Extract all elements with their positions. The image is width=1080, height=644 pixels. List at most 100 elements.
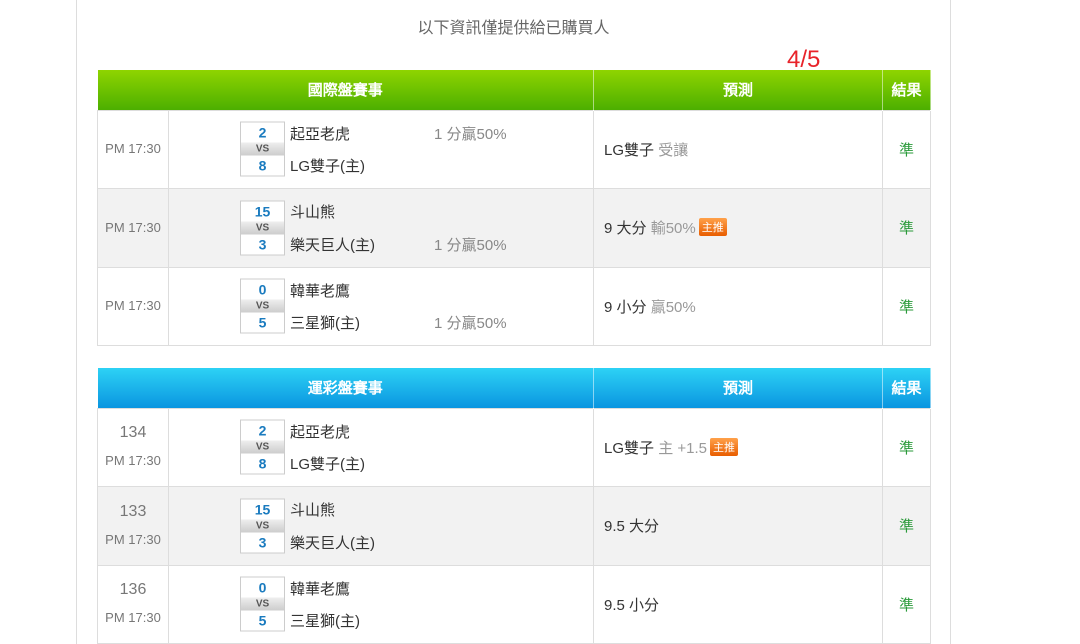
team-away: 斗山熊 xyxy=(290,502,336,519)
rating-annotation: 4/5 xyxy=(787,46,821,73)
prediction: 9.5 小分 xyxy=(604,596,660,614)
scoreboard: 15 VS 3 xyxy=(240,498,285,554)
result-cell: 準 xyxy=(882,564,932,644)
team-home: 樂天巨人(主) xyxy=(290,236,375,254)
scoreboard: 2 VS 8 xyxy=(240,121,285,177)
header-prediction: 預測 xyxy=(593,70,884,110)
prediction: 9.5 大分 xyxy=(604,518,660,536)
score-away: 15 xyxy=(254,203,271,220)
vs-label: VS xyxy=(241,221,284,235)
result-cell: 準 xyxy=(882,266,932,346)
table-row: PM 17:30 2 VS 8 起亞老虎 LG雙子(主) 1 分贏50% LG雙… xyxy=(97,109,932,189)
score-home: 8 xyxy=(258,455,267,472)
prediction: 9 大分 xyxy=(604,220,647,238)
scoreboard: 2 VS 8 xyxy=(240,419,285,475)
match-cell: 0 VS 5 韓華老鷹 三星獅(主) xyxy=(167,564,595,644)
prediction-detail: 主 +1.5 xyxy=(658,439,707,457)
time-cell: PM 17:30 xyxy=(97,188,169,268)
prediction-cell: 9 小分 贏50% xyxy=(593,266,884,346)
team-home: 三星獅(主) xyxy=(290,315,360,332)
table-row: PM 17:30 15 VS 3 斗山熊 樂天巨人(主) 1 分贏50% 9 大… xyxy=(97,188,932,268)
header-result: 結果 xyxy=(882,70,932,110)
team-away: 起亞老虎 xyxy=(290,125,351,143)
buyer-notice: 以下資訊僅提供給已購買人 xyxy=(417,20,610,37)
game-time: PM 17:30 xyxy=(105,531,161,547)
prediction-detail: 贏50% xyxy=(650,298,696,316)
featured-pick-badge: 主推 xyxy=(698,218,727,237)
time-cell: PM 17:30 xyxy=(97,109,169,189)
international-odds-table: 國際盤賽事 預測 結果 PM 17:30 2 VS 8 起亞老虎 LG雙子(主)… xyxy=(97,70,932,346)
score-away: 15 xyxy=(254,501,271,518)
prediction-cell: 9.5 大分 xyxy=(593,486,884,566)
match-cell: 0 VS 5 韓華老鷹 三星獅(主) 1 分贏50% xyxy=(167,266,595,346)
team-home: LG雙子(主) xyxy=(290,158,366,175)
game-time: PM 17:30 xyxy=(105,298,161,314)
game-time: PM 17:30 xyxy=(105,610,161,626)
game-number: 134 xyxy=(119,424,147,442)
table-row: PM 17:30 0 VS 5 韓華老鷹 三星獅(主) 1 分贏50% 9 小分… xyxy=(97,266,932,346)
handicap: 1 分贏50% xyxy=(434,125,507,143)
header-prediction: 預測 xyxy=(593,368,884,408)
game-number: 133 xyxy=(119,502,147,520)
vs-label: VS xyxy=(241,597,284,611)
score-home: 8 xyxy=(258,157,267,174)
team-home: 樂天巨人(主) xyxy=(290,534,375,552)
team-away: 起亞老虎 xyxy=(290,423,351,441)
game-number: 136 xyxy=(119,581,147,599)
vs-label: VS xyxy=(241,440,284,454)
result-cell: 準 xyxy=(882,109,932,189)
prediction-cell: LG雙子 主 +1.5 主推 xyxy=(593,407,884,487)
score-home: 3 xyxy=(258,534,267,551)
table-row: 133 PM 17:30 15 VS 3 斗山熊 樂天巨人(主) 9.5 大分 準 xyxy=(97,486,932,566)
scoreboard: 15 VS 3 xyxy=(240,200,285,256)
prediction-cell: LG雙子 受讓 xyxy=(593,109,884,189)
team-away: 韓華老鷹 xyxy=(290,282,351,300)
score-away: 0 xyxy=(258,579,267,596)
prediction-detail: 輸50% xyxy=(650,220,696,238)
table-row: 134 PM 17:30 2 VS 8 起亞老虎 LG雙子(主) LG雙子 主 +… xyxy=(97,407,932,487)
game-time: PM 17:30 xyxy=(105,219,161,235)
score-home: 5 xyxy=(258,612,267,629)
team-home: 三星獅(主) xyxy=(290,613,360,630)
result-cell: 準 xyxy=(882,188,932,268)
score-away: 2 xyxy=(258,124,267,141)
time-cell: 134 PM 17:30 xyxy=(97,407,169,487)
team-away: 韓華老鷹 xyxy=(290,580,351,598)
sports-lottery-odds-table: 運彩盤賽事 預測 結果 134 PM 17:30 2 VS 8 起亞老虎 LG雙子… xyxy=(97,368,932,644)
vs-label: VS xyxy=(241,299,284,313)
time-cell: 136 PM 17:30 xyxy=(97,564,169,644)
prediction: LG雙子 xyxy=(604,439,655,457)
table-header: 國際盤賽事 預測 結果 xyxy=(97,70,932,110)
score-away: 0 xyxy=(258,281,267,298)
score-home: 3 xyxy=(258,236,267,253)
match-cell: 2 VS 8 起亞老虎 LG雙子(主) xyxy=(167,407,595,487)
match-cell: 15 VS 3 斗山熊 樂天巨人(主) 1 分贏50% xyxy=(167,188,595,268)
team-home: LG雙子(主) xyxy=(290,456,366,473)
team-away: 斗山熊 xyxy=(290,204,336,221)
header-match: 國際盤賽事 xyxy=(97,70,595,110)
scoreboard: 0 VS 5 xyxy=(240,278,285,334)
score-away: 2 xyxy=(258,422,267,439)
prediction-cell: 9 大分 輸50% 主推 xyxy=(593,188,884,268)
handicap: 1 分贏50% xyxy=(434,236,507,254)
table-header: 運彩盤賽事 預測 結果 xyxy=(97,368,932,408)
header-result: 結果 xyxy=(882,368,932,408)
scoreboard: 0 VS 5 xyxy=(240,576,285,632)
prediction: 9 小分 xyxy=(604,298,647,316)
game-time: PM 17:30 xyxy=(105,453,161,469)
handicap: 1 分贏50% xyxy=(434,315,507,332)
match-cell: 2 VS 8 起亞老虎 LG雙子(主) 1 分贏50% xyxy=(167,109,595,189)
header-match: 運彩盤賽事 xyxy=(97,368,595,408)
result-cell: 準 xyxy=(882,486,932,566)
game-time: PM 17:30 xyxy=(105,141,161,157)
time-cell: 133 PM 17:30 xyxy=(97,486,169,566)
result-cell: 準 xyxy=(882,407,932,487)
vs-label: VS xyxy=(241,519,284,533)
score-home: 5 xyxy=(258,314,267,331)
table-row: 136 PM 17:30 0 VS 5 韓華老鷹 三星獅(主) 9.5 小分 準 xyxy=(97,564,932,644)
prediction: LG雙子 xyxy=(604,141,655,159)
match-cell: 15 VS 3 斗山熊 樂天巨人(主) xyxy=(167,486,595,566)
prediction-detail: 受讓 xyxy=(658,141,689,159)
time-cell: PM 17:30 xyxy=(97,266,169,346)
prediction-cell: 9.5 小分 xyxy=(593,564,884,644)
